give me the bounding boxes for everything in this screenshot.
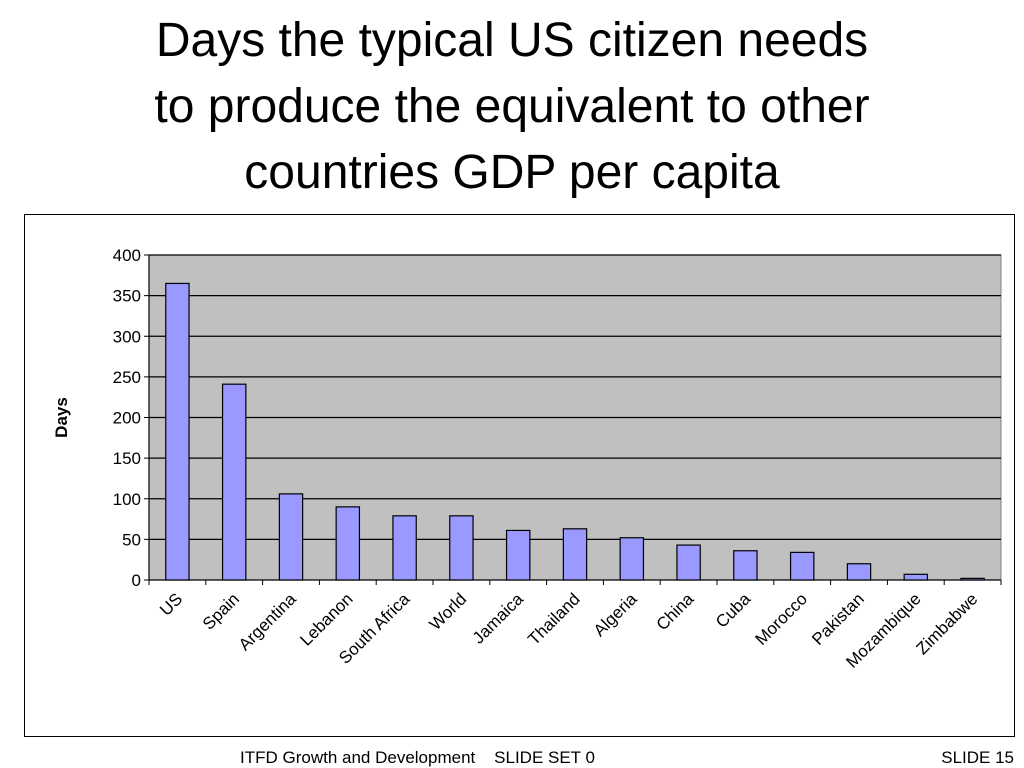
bar-algeria <box>619 537 645 581</box>
bar-mozambique <box>903 573 929 581</box>
chart-container: 0 50 100 150 200 250 300 350 400 Days US Spain Argen… <box>24 214 1015 737</box>
bar-jamaica <box>505 529 531 581</box>
x-tick-label: Jamaica <box>469 589 528 648</box>
x-tick-label: US <box>156 589 186 619</box>
x-tick-label: World <box>426 589 471 634</box>
x-tick-label: Thailand <box>524 589 584 649</box>
y-tick-label: 200 <box>113 409 141 428</box>
footer-slide-number: SLIDE 15 <box>941 748 1014 767</box>
y-tick-label: 150 <box>113 449 141 468</box>
footer-course-label: ITFD Growth and Development SLIDE SET 0 <box>240 748 595 767</box>
y-tick-label: 250 <box>113 368 141 387</box>
x-tick-label: Spain <box>199 589 243 633</box>
y-tick-label: 0 <box>132 571 141 590</box>
y-axis-label: Days <box>52 397 71 438</box>
y-tick-label: 100 <box>113 490 141 509</box>
x-tick-label: Cuba <box>712 589 755 632</box>
bar-pakistan <box>846 563 872 581</box>
bar-chart: 0 50 100 150 200 250 300 350 400 Days US SpainArgen… <box>52 246 1002 672</box>
x-tick-label: Algeria <box>590 589 641 640</box>
bar-spain <box>221 383 247 581</box>
bar-south-africa <box>392 515 417 581</box>
title-line-1: Days the typical US citizen needs <box>155 14 869 67</box>
bar-cuba <box>733 550 758 581</box>
bar-china <box>676 544 701 581</box>
x-tick-label: Pakistan <box>808 589 868 649</box>
x-tick-label: China <box>653 589 698 634</box>
bar-world <box>449 515 474 581</box>
x-tick-label: Morocco <box>751 589 811 649</box>
title-line-3: countries GDP per capita <box>244 146 780 199</box>
bar-zimbabwe <box>960 577 985 581</box>
bar-us <box>165 282 190 581</box>
y-tick-label: 300 <box>113 327 141 346</box>
slide-title: Days the typical US citizen needs to pro… <box>40 8 984 206</box>
x-tick-label: Zimbabwe <box>913 589 982 658</box>
title-line-2: to produce the equivalent to other <box>154 80 870 133</box>
bar-thailand <box>562 528 588 581</box>
bar-argentina <box>278 493 304 581</box>
y-tick-label: 50 <box>122 530 141 549</box>
bar-morocco <box>789 551 815 581</box>
bar-lebanon <box>335 506 361 581</box>
y-tick-label: 400 <box>113 246 141 265</box>
x-tick-label: Argentina <box>235 589 300 654</box>
y-tick-label: 350 <box>113 287 141 306</box>
